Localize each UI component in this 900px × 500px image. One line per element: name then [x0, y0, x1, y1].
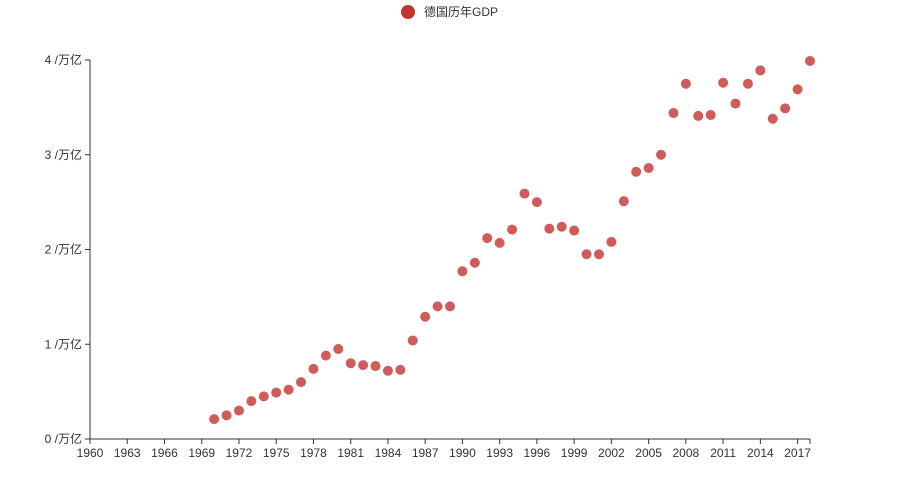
x-tick-label: 1978 [300, 446, 327, 460]
scatter-point[interactable] [581, 249, 592, 260]
scatter-point[interactable] [569, 225, 580, 236]
scatter-point[interactable] [680, 78, 691, 89]
y-tick-label: 3 /万亿 [45, 147, 82, 162]
legend-marker-icon[interactable] [401, 5, 415, 19]
scatter-point[interactable] [718, 77, 729, 88]
scatter-point[interactable] [271, 387, 282, 398]
scatter-point[interactable] [221, 410, 232, 421]
scatter-point[interactable] [792, 84, 803, 95]
scatter-point[interactable] [258, 391, 269, 402]
x-tick-label: 1969 [188, 446, 215, 460]
x-tick-label: 1975 [263, 446, 290, 460]
scatter-point[interactable] [507, 224, 518, 235]
scatter-point[interactable] [457, 266, 468, 277]
y-tick-label: 4 /万亿 [45, 52, 82, 67]
scatter-points [209, 55, 815, 425]
scatter-point[interactable] [382, 365, 393, 376]
scatter-point[interactable] [556, 221, 567, 232]
x-axis-ticks: 1960 1963 1966 1969 1972 1975 1978 1981 1984 1987… [77, 439, 811, 460]
x-tick-label: 2002 [598, 446, 625, 460]
x-tick-label: 1987 [412, 446, 439, 460]
x-tick-label: 2008 [673, 446, 700, 460]
scatter-point[interactable] [445, 301, 455, 312]
scatter-point[interactable] [544, 223, 555, 234]
scatter-point[interactable] [246, 396, 257, 407]
y-tick-label: 0 /万亿 [45, 431, 82, 446]
x-tick-label: 1972 [226, 446, 253, 460]
scatter-point[interactable] [519, 188, 530, 199]
scatter-point[interactable] [593, 249, 604, 260]
scatter-point[interactable] [296, 377, 307, 388]
scatter-point[interactable] [767, 113, 778, 124]
scatter-point[interactable] [333, 343, 344, 354]
x-tick-label: 1966 [151, 446, 178, 460]
scatter-point[interactable] [755, 65, 766, 76]
scatter-point[interactable] [705, 109, 716, 120]
x-tick-label: 1996 [524, 446, 551, 460]
scatter-point[interactable] [693, 110, 704, 121]
scatter-point[interactable] [469, 257, 480, 268]
scatter-point[interactable] [668, 108, 679, 119]
scatter-point[interactable] [320, 350, 331, 361]
scatter-point[interactable] [407, 335, 418, 346]
y-tick-label: 1 /万亿 [45, 336, 82, 351]
x-tick-label: 2005 [635, 446, 662, 460]
x-tick-label: 1984 [375, 446, 402, 460]
legend-label[interactable]: 德国历年GDP [424, 4, 498, 19]
scatter-point[interactable] [482, 233, 493, 244]
scatter-point[interactable] [494, 237, 505, 248]
scatter-point[interactable] [618, 196, 629, 207]
scatter-point[interactable] [209, 414, 220, 425]
scatter-point[interactable] [730, 98, 741, 109]
scatter-point[interactable] [656, 149, 667, 160]
scatter-point[interactable] [531, 197, 542, 208]
scatter-point[interactable] [358, 360, 369, 371]
scatter-point[interactable] [805, 55, 815, 66]
legend[interactable]: 德国历年GDP [401, 4, 498, 19]
scatter-point[interactable] [395, 364, 406, 375]
x-tick-label: 2014 [747, 446, 774, 460]
x-tick-label: 1960 [77, 446, 104, 460]
scatter-point[interactable] [432, 301, 443, 312]
scatter-point[interactable] [643, 163, 654, 174]
scatter-point[interactable] [742, 78, 753, 89]
scatter-point[interactable] [370, 361, 381, 372]
x-tick-label: 1993 [486, 446, 513, 460]
scatter-point[interactable] [420, 311, 431, 322]
x-tick-label: 1990 [449, 446, 476, 460]
scatter-point[interactable] [780, 103, 791, 114]
x-tick-label: 2017 [784, 446, 811, 460]
scatter-point[interactable] [631, 166, 642, 177]
x-tick-label: 1981 [337, 446, 364, 460]
x-tick-label: 1999 [561, 446, 588, 460]
x-tick-label: 1963 [114, 446, 141, 460]
y-tick-label: 2 /万亿 [45, 242, 82, 257]
x-tick-label: 2011 [710, 446, 736, 460]
scatter-point[interactable] [283, 384, 294, 395]
scatter-point[interactable] [345, 358, 356, 369]
scatter-point[interactable] [308, 363, 319, 374]
y-axis-ticks: 0 /万亿 1 /万亿 2 /万亿 3 /万亿 4 /万亿 [45, 52, 90, 446]
scatter-point[interactable] [606, 236, 617, 247]
scatter-point[interactable] [233, 405, 244, 416]
